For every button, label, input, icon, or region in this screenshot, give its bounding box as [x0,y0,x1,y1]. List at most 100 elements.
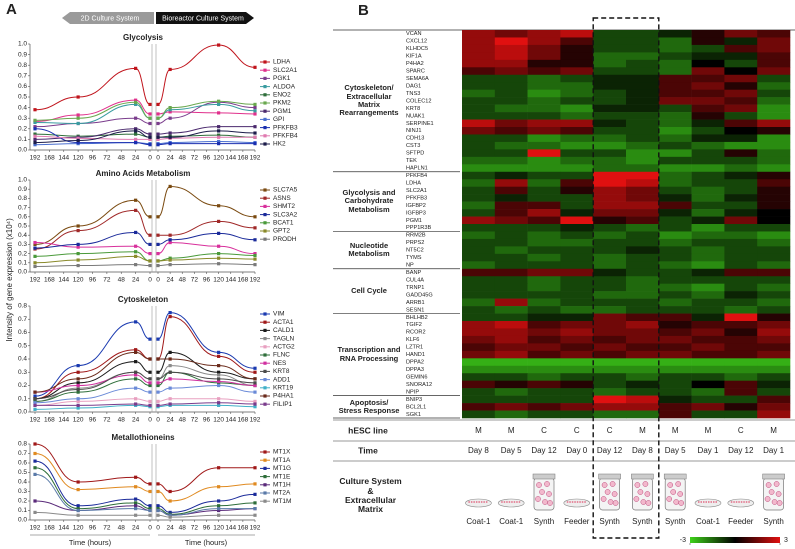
heatmap-cell [560,186,594,195]
heatmap-cell [593,276,627,284]
gene-label: CUL4A [406,277,424,283]
heatmap-cell [626,171,660,180]
heatmap-cell [560,306,594,314]
heatmap-cell [626,343,660,352]
heatmap-cell [691,306,725,314]
legend-label: PGM1 [273,108,292,115]
heatmap-cell [724,52,758,61]
heatmap-cell [658,358,692,367]
colorbar-label: 3 [784,537,788,544]
heatmap-cell [691,238,725,247]
heatmap-cell [658,37,692,46]
heatmap-cell [494,358,528,367]
heatmap-cell [593,380,627,389]
point [217,364,221,368]
y-tick-label: 0.4 [18,479,27,486]
y-tick-label: 0.4 [18,232,27,239]
y-axis-title: Intensity of gene expression (x10⁴) [5,218,14,342]
point [168,142,172,146]
heatmap-cell [724,201,758,210]
heatmap-cell [724,149,758,158]
point [253,402,257,406]
point [217,252,221,256]
heatmap-cell [757,156,791,165]
heatmap-cell [626,97,660,105]
table-row-label: hESC line [348,425,388,435]
series-line [34,103,151,125]
y-tick-label: 0.3 [18,369,27,376]
heatmap-cell [527,380,561,389]
heatmap-cell [462,335,496,344]
gene-label: NUAK1 [406,113,425,119]
gene-label: SPARC [406,69,425,75]
point [76,508,80,513]
heatmap-cell [658,231,692,240]
heatmap-cell [494,194,528,202]
heatmap-cell [593,403,627,411]
heatmap-cell [757,149,791,158]
legend-marker [263,68,267,72]
point [76,370,80,374]
heatmap-cell [560,328,594,337]
gene-label: SFTPD [406,151,424,157]
point [76,403,80,407]
table-cell: Day 5 [501,446,522,455]
cell-aggregate [768,489,775,495]
legend-marker [263,237,267,241]
heatmap-cell [593,268,627,277]
series-line [157,136,255,140]
colorbar-label: -3 [680,537,686,544]
point [253,381,257,385]
point [76,95,80,99]
point [217,485,221,489]
y-tick-label: 0.9 [18,186,27,193]
point [253,370,257,374]
point [253,106,257,110]
cell-aggregate [677,491,684,497]
point [156,508,160,513]
heatmap-cell [757,164,791,173]
heatmap-cell [593,156,627,165]
heatmap-cell [494,141,528,150]
heatmap-cell [626,246,660,255]
heatmap-cell [494,171,528,180]
table-cell: Synth [665,517,685,526]
heatmap-cell [626,321,660,329]
heatmap-cell [626,268,660,277]
x-tick-label: 72 [191,417,199,424]
heatmap-cell [757,328,791,337]
gene-label: GADD45G [406,292,433,298]
series-line [34,467,151,510]
heatmap-cell [658,97,692,105]
heatmap-cell [658,201,692,210]
x-tick-label: 120 [73,417,84,424]
heatmap-cell [724,276,758,284]
gene-label: DPPA3 [406,367,424,373]
point [134,513,138,517]
heatmap-cell [593,238,627,247]
table-cell: Feeder [564,517,590,526]
heatmap-cell [757,67,791,76]
heatmap-cell [626,44,660,53]
heatmap-cell [527,410,561,419]
heatmap-cell [593,37,627,46]
heatmap-cell [527,82,561,90]
series-line [157,232,256,245]
group-label: Cell Cycle [351,286,387,296]
heatmap-cell [724,171,758,180]
heatmap-cell [626,403,660,411]
legend-label: SHMT2 [273,203,295,210]
heatmap-cell [527,365,561,374]
point [76,252,80,256]
heatmap-cell [724,410,758,419]
series-line [157,467,255,493]
point [253,366,257,370]
legend-label: PRODH [273,236,297,243]
point [168,357,172,361]
legend-label: HK2 [273,141,286,148]
heatmap-cell [691,291,725,299]
x-tick-label: 144 [225,417,236,424]
series-line [34,128,151,146]
gene-label: IGFBP2 [406,203,426,209]
gene-label: SESN1 [406,307,424,313]
